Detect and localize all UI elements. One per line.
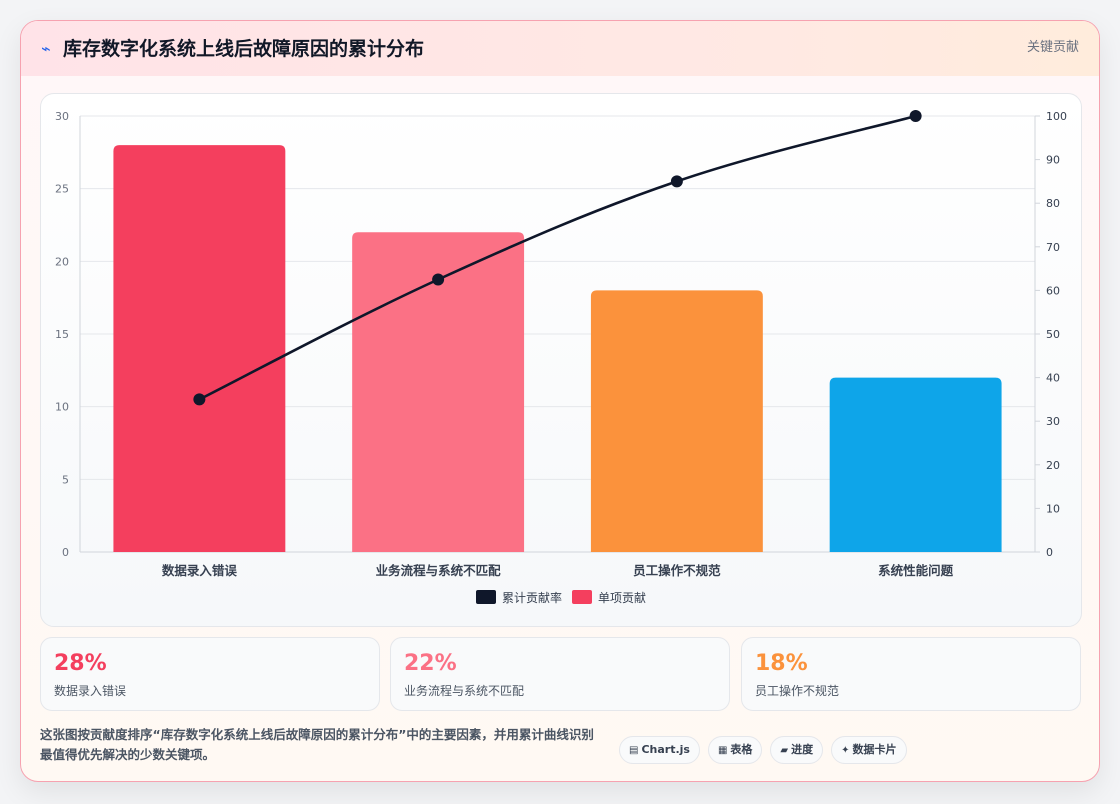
bar [113, 145, 286, 553]
chip-label: 表格 [730, 743, 753, 756]
tech-chips: ▤ Chart.js ▦ 表格 ▰ 进度 ✦ 数据卡片 [619, 736, 907, 764]
y-left-tick-label: 5 [62, 473, 69, 486]
stat-value: 18% [755, 651, 808, 676]
bar [590, 290, 763, 552]
page-title: 库存数字化系统上线后故障原因的累计分布 [63, 38, 425, 60]
cumulative-point [670, 175, 683, 188]
y-left-tick-label: 15 [55, 328, 69, 341]
progress-icon: ▰ [780, 745, 789, 756]
chart-icon: ▤ [629, 745, 639, 756]
y-right-tick-label: 90 [1046, 154, 1060, 167]
stat-card-1: 28% 数据录入错误 [40, 637, 380, 711]
y-right-tick-label: 70 [1046, 241, 1060, 254]
cumulative-point [193, 393, 206, 406]
cumulative-point [432, 273, 445, 286]
card-icon: ✦ [841, 745, 850, 756]
stat-value: 28% [54, 651, 107, 676]
y-left-tick-label: 0 [62, 546, 69, 559]
x-tick-label: 数据录入错误 [161, 563, 238, 578]
chip-progress[interactable]: ▰ 进度 [770, 736, 824, 764]
key-contribution-badge: 关键贡献 [1026, 40, 1079, 55]
y-right-tick-label: 30 [1046, 415, 1060, 428]
legend-swatch [572, 590, 592, 604]
card-header: ⌁ 库存数字化系统上线后故障原因的累计分布 关键贡献 [21, 21, 1099, 76]
stat-card-3: 18% 员工操作不规范 [741, 637, 1081, 711]
stat-value: 22% [404, 651, 457, 676]
y-left-tick-label: 20 [55, 255, 69, 268]
report-card: ⌁ 库存数字化系统上线后故障原因的累计分布 关键贡献 0 5 10 15 20 25 30 0… [20, 20, 1100, 782]
chip-label: 进度 [791, 743, 814, 756]
bar [829, 377, 1002, 552]
pareto-chart: 0 5 10 15 20 25 30 0 10 20 30 40 50 60 70 80 90 100 数据录入错误… [55, 110, 1067, 605]
stat-label: 业务流程与系统不匹配 [404, 684, 525, 698]
legend-label: 单项贡献 [598, 590, 646, 605]
x-tick-label: 系统性能问题 [878, 563, 954, 578]
chip-label: Chart.js [641, 743, 690, 756]
stat-card-2: 22% 业务流程与系统不匹配 [390, 637, 730, 711]
y-right-tick-label: 80 [1046, 197, 1060, 210]
y-left-tick-label: 30 [55, 110, 69, 123]
x-tick-label: 员工操作不规范 [633, 563, 721, 578]
legend-swatch [476, 590, 496, 604]
cumulative-point [909, 110, 922, 122]
table-icon: ▦ [717, 745, 728, 756]
y-right-tick-label: 40 [1046, 372, 1060, 385]
y-right-tick-label: 20 [1046, 459, 1060, 472]
chip-chartjs[interactable]: ▤ Chart.js [619, 736, 700, 764]
chart-panel: 0 5 10 15 20 25 30 0 10 20 30 40 50 60 70 80 90 100 数据录入错误… [40, 93, 1082, 627]
y-right-tick-label: 50 [1046, 328, 1060, 341]
stat-label: 员工操作不规范 [755, 684, 840, 698]
chip-table[interactable]: ▦ 表格 [707, 736, 763, 764]
legend-label: 累计贡献率 [502, 590, 562, 605]
y-right-tick-label: 100 [1046, 110, 1067, 123]
y-right-tick-label: 60 [1046, 284, 1060, 297]
chart-description: 这张图按贡献度排序“库存数字化系统上线后故障原因的累计分布”中的主要因素，并用累… [40, 727, 594, 762]
y-right-tick-label: 10 [1046, 502, 1060, 515]
trend-icon: ⌁ [41, 39, 51, 58]
y-right-tick-label: 0 [1046, 546, 1053, 559]
y-left-tick-label: 25 [55, 183, 69, 196]
stat-label: 数据录入错误 [54, 684, 127, 698]
y-left-tick-label: 10 [55, 401, 69, 414]
chip-data-card[interactable]: ✦ 数据卡片 [831, 736, 907, 764]
cumulative-line [198, 114, 916, 401]
x-tick-label: 业务流程与系统不匹配 [376, 563, 502, 578]
bar [352, 232, 525, 552]
chip-label: 数据卡片 [852, 743, 897, 756]
